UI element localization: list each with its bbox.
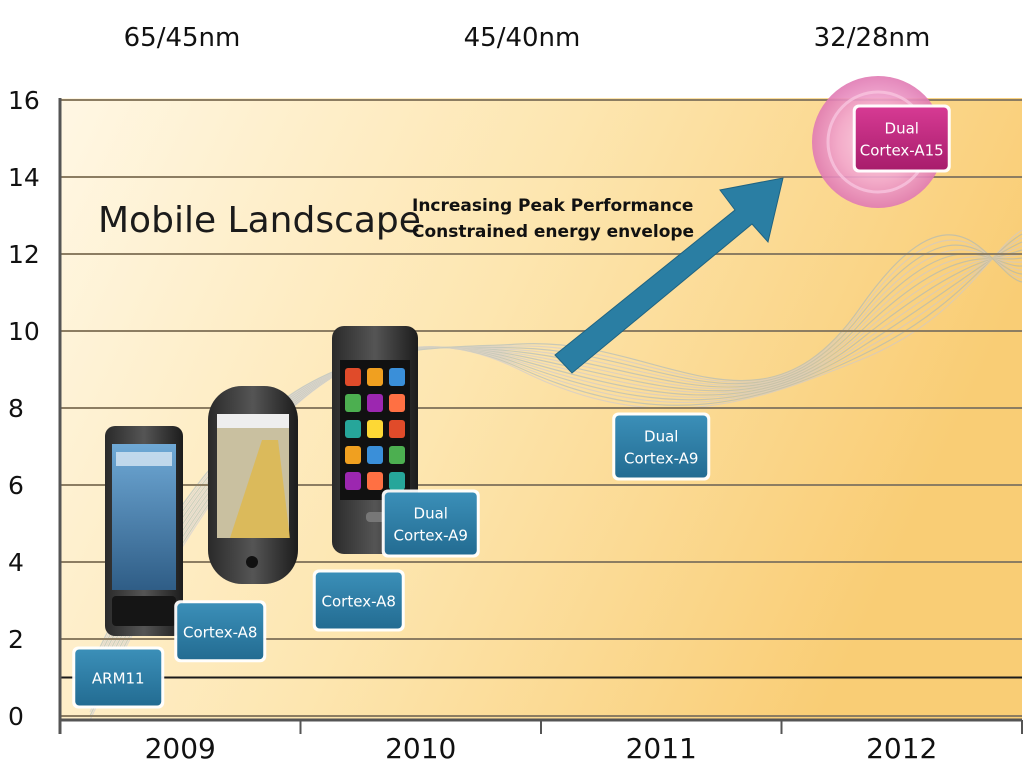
annotation-line: Constrained energy envelope xyxy=(412,222,694,242)
y-tick-label: 14 xyxy=(8,163,40,192)
data-point: Dual Cortex-A9 xyxy=(381,489,480,558)
process-node-labels: 65/45nm 45/40nm 32/28nm xyxy=(124,23,931,53)
data-point: Cortex-A8 xyxy=(312,569,405,632)
data-point: ARM11 xyxy=(72,646,165,709)
y-tick-label: 4 xyxy=(8,548,24,577)
data-point: Dual Cortex-A15 xyxy=(852,104,951,173)
point-label: Cortex-A15 xyxy=(860,142,944,160)
y-tick-label: 16 xyxy=(8,86,40,115)
point-label: Cortex-A9 xyxy=(624,450,698,468)
point-label: Cortex-A9 xyxy=(394,527,468,545)
data-points: ARM11Cortex-A8Cortex-A8DualCortex-A9Dual… xyxy=(72,104,951,709)
y-tick-label: 6 xyxy=(8,471,24,500)
point-label: Dual xyxy=(644,428,678,446)
data-point: Cortex-A8 xyxy=(174,600,267,663)
y-tick-label: 0 xyxy=(8,702,24,731)
x-axis: 2009 2010 2011 2012 xyxy=(59,720,1023,765)
point-box xyxy=(315,572,402,629)
process-node-label: 32/28nm xyxy=(814,23,931,53)
point-box xyxy=(384,492,477,555)
x-tick-label: 2009 xyxy=(145,732,216,765)
y-axis: 0 2 4 6 8 10 12 14 16 xyxy=(8,86,40,731)
phone-image xyxy=(105,426,183,636)
process-node-label: 65/45nm xyxy=(124,23,241,53)
phone-image xyxy=(208,386,298,584)
point-box xyxy=(855,107,948,170)
x-tick-label: 2012 xyxy=(866,732,937,765)
point-box xyxy=(177,603,264,660)
process-node-label: 45/40nm xyxy=(464,23,581,53)
y-tick-label: 2 xyxy=(8,625,24,654)
y-tick-label: 10 xyxy=(8,317,40,346)
point-label: Cortex-A8 xyxy=(183,623,257,641)
trend-arrow xyxy=(554,177,784,374)
y-tick-label: 8 xyxy=(8,394,24,423)
point-box xyxy=(75,649,162,706)
point-box xyxy=(615,415,708,478)
point-label: Dual xyxy=(414,505,448,523)
chart-title: Mobile Landscape xyxy=(98,200,421,241)
annotation-line: Increasing Peak Performance xyxy=(412,196,693,216)
point-label: Dual xyxy=(885,120,919,138)
phone-image xyxy=(332,326,418,554)
point-label: Cortex-A8 xyxy=(322,593,396,611)
x-tick-label: 2011 xyxy=(626,732,697,765)
data-point: Dual Cortex-A9 xyxy=(612,412,711,481)
x-tick-label: 2010 xyxy=(385,732,456,765)
phone-illustrations xyxy=(105,326,418,636)
point-label: ARM11 xyxy=(92,670,145,688)
y-tick-label: 12 xyxy=(8,240,40,269)
